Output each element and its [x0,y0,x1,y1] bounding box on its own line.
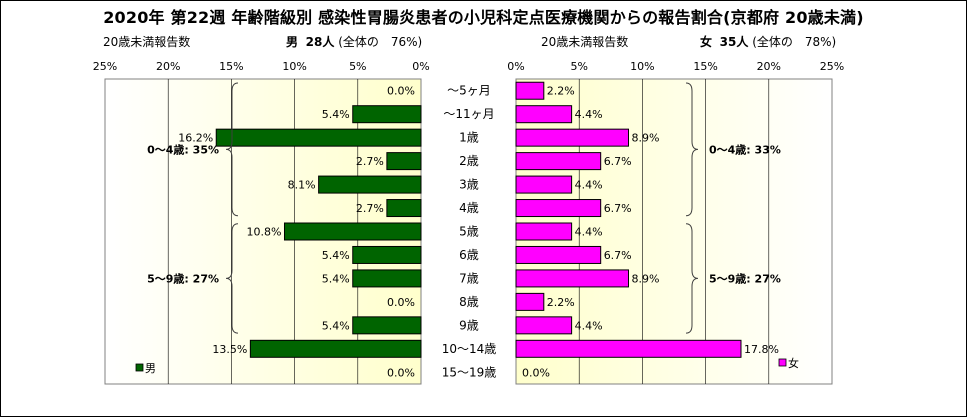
female-legend-swatch [778,358,787,367]
left-x-tick-label: 5% [349,60,366,73]
category-label: 8歳 [459,295,479,309]
right-age-group-label: 0～4歳: 33% [709,142,781,156]
male-data-label: 5.4% [322,249,350,262]
male-data-label: 5.4% [322,108,350,121]
male-data-label: 16.2% [178,132,213,145]
male-bar [283,222,422,241]
male-data-label: 5.4% [322,272,350,285]
female-data-label: 17.8% [744,343,779,356]
category-label: 5歳 [459,225,479,239]
category-label: 7歳 [459,271,479,285]
male-bar [249,339,422,358]
female-data-label: 2.2% [547,296,575,309]
category-label: 10～14歳 [442,342,497,356]
left-age-group-bracket [225,223,239,334]
right-age-group-bracket [685,82,699,217]
male-data-label: 10.8% [247,226,282,239]
male-bar [352,105,422,124]
right-count: 35人 [719,35,749,49]
right-sex: 女 [700,35,713,49]
female-bar [515,81,545,100]
category-label: 6歳 [459,248,479,262]
female-data-label: 6.7% [604,202,632,215]
right-total: (全体の 78%) [752,35,837,49]
left-total: (全体の 76%) [338,35,423,49]
female-data-label: 4.4% [575,226,603,239]
male-data-label: 0.0% [387,366,415,379]
male-bar [352,316,422,335]
female-legend-label: 女 [788,356,799,370]
category-label: ～5ヶ月 [447,84,491,98]
male-data-label: 0.0% [387,296,415,309]
female-data-label: 4.4% [575,319,603,332]
female-bar [515,175,573,194]
male-data-label: 13.5% [212,343,247,356]
left-age-group-label: 0～4歳: 35% [147,142,219,156]
right-age-group-label: 5～9歳: 27% [709,271,781,285]
male-data-label: 5.4% [322,319,350,332]
female-bar [515,128,629,147]
female-bar [515,316,573,335]
male-data-label: 2.7% [356,202,384,215]
category-label: ～11ヶ月 [443,107,494,121]
chart-title: 2020年 第22週 年齢階級別 感染性胃腸炎患者の小児科定点医療機関からの報告… [103,8,864,27]
female-bar [515,292,545,311]
left-count: 28人 [305,35,335,49]
right-x-tick-label: 25% [820,60,844,73]
left-summary: 男 28人 (全体の 76%) [286,33,422,50]
left-age-group-label: 5～9歳: 27% [147,271,219,285]
left-x-tick-label: 25% [93,60,117,73]
right-caption: 20歳未満報告数 [541,35,629,49]
female-data-label: 8.9% [631,132,659,145]
female-data-label: 6.7% [604,249,632,262]
male-legend-swatch [135,363,144,372]
category-label: 4歳 [459,201,479,215]
right-x-tick-label: 5% [570,60,587,73]
female-bar [515,245,602,264]
left-x-tick-label: 20% [156,60,180,73]
category-label: 1歳 [459,131,479,145]
female-bar [515,152,602,171]
male-bar [215,128,422,147]
male-data-label: 0.0% [387,85,415,98]
female-data-label: 6.7% [604,155,632,168]
male-bar [386,152,422,171]
category-label: 9歳 [459,318,479,332]
category-label: 2歳 [459,154,479,168]
left-age-group-bracket [225,82,239,217]
female-bar [515,222,573,241]
left-sex: 男 [286,35,299,49]
female-data-label: 4.4% [575,179,603,192]
female-bar [515,199,602,218]
male-data-label: 2.7% [356,155,384,168]
male-bar [318,175,422,194]
right-x-tick-label: 10% [630,60,654,73]
right-x-tick-label: 20% [757,60,781,73]
female-data-label: 0.0% [522,366,550,379]
right-summary: 女 35人 (全体の 78%) [700,33,836,50]
category-label: 15～19歳 [442,365,497,379]
female-data-label: 4.4% [575,108,603,121]
male-bar [386,199,422,218]
female-bar [515,269,629,288]
male-bar [352,245,422,264]
female-data-label: 2.2% [547,85,575,98]
male-bar [352,269,422,288]
female-data-label: 8.9% [631,272,659,285]
male-data-label: 8.1% [288,179,316,192]
left-caption: 20歳未満報告数 [103,35,191,49]
female-bar [515,105,573,124]
left-x-tick-label: 0% [412,60,429,73]
male-legend-label: 男 [145,362,156,375]
category-label: 3歳 [459,178,479,192]
right-x-tick-label: 15% [693,60,717,73]
right-age-group-bracket [685,223,699,334]
left-x-tick-label: 15% [219,60,243,73]
female-bar [515,339,742,358]
left-x-tick-label: 10% [282,60,306,73]
right-x-tick-label: 0% [507,60,524,73]
